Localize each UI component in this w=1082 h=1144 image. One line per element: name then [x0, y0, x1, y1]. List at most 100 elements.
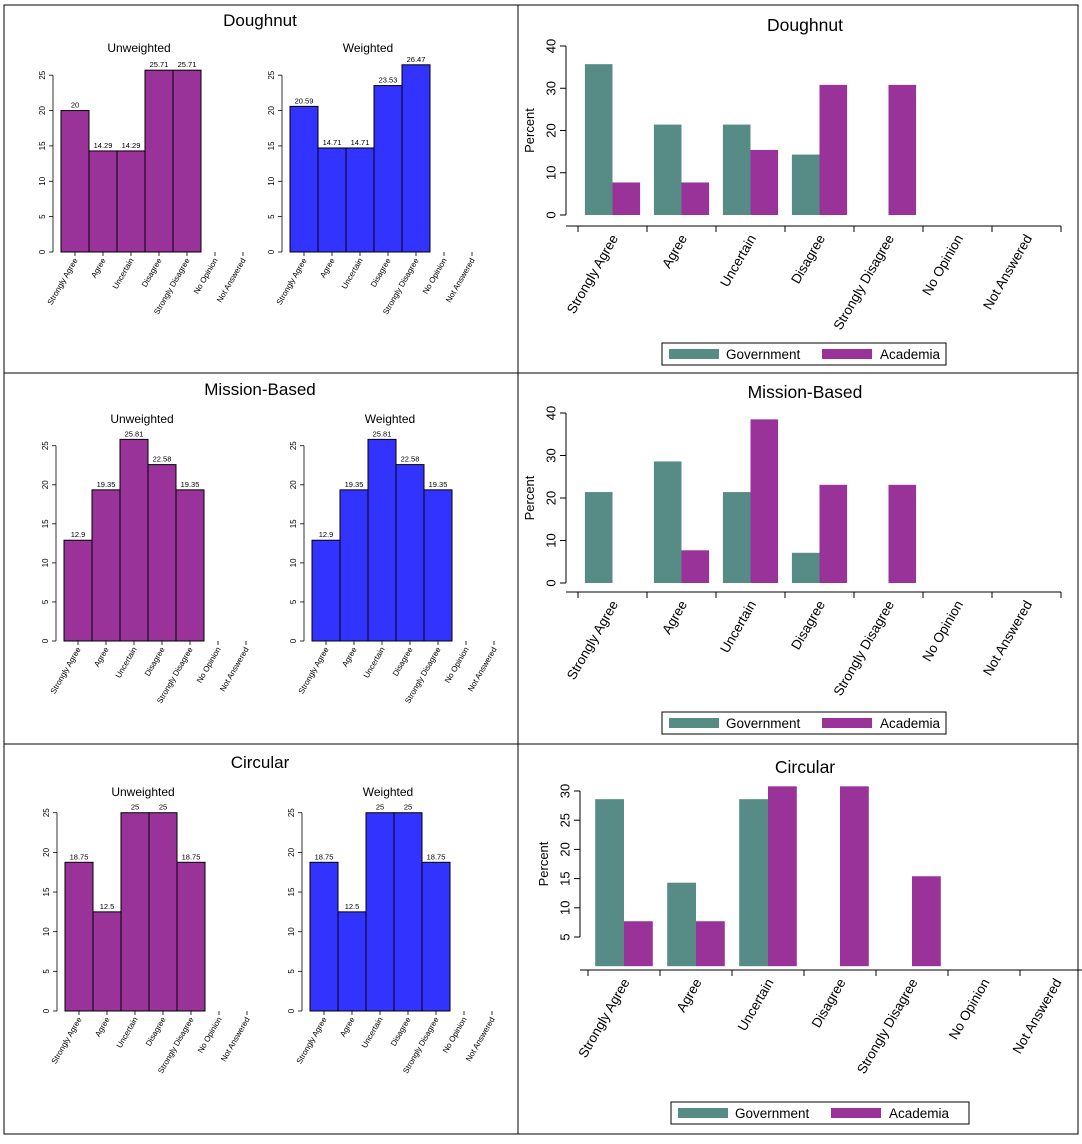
x-tick-label: Disagree — [369, 256, 393, 289]
academia-bar — [840, 786, 869, 967]
y-tick-label: 40 — [543, 406, 558, 420]
histogram-subtitle: Unweighted — [111, 785, 174, 799]
bar-value-label: 12.9 — [71, 530, 86, 539]
histogram-bar — [317, 147, 347, 253]
y-tick-label: 20 — [287, 847, 296, 856]
y-tick-label: 40 — [543, 39, 558, 53]
bar-value-label: 18.75 — [315, 852, 334, 861]
y-tick-label: 25 — [289, 441, 298, 450]
unweighted-histogram: 0 5 10 15 20 25 Strongly Agree Agree Uncertain Di… — [42, 785, 252, 1075]
x-tick-label: Agree — [659, 232, 690, 271]
x-tick-label: Agree — [92, 645, 111, 668]
y-tick-label: 10 — [41, 558, 50, 567]
y-tick-label: 5 — [287, 969, 296, 974]
x-tick-label: Strongly Agree — [46, 256, 80, 306]
bar-value-label: 12.5 — [345, 902, 360, 911]
x-tick-label: Strongly Agree — [575, 976, 632, 1060]
histogram-bar — [395, 464, 425, 642]
bar-value-label: 22.58 — [153, 455, 172, 464]
x-tick-label: Uncertain — [362, 646, 387, 680]
y-tick-label: 5 — [41, 599, 50, 604]
x-tick-label: Strongly Agree — [275, 256, 309, 306]
y-tick-label: 0 — [287, 1008, 296, 1013]
y-tick-label: 20 — [543, 491, 558, 505]
x-tick-label: Not Answered — [219, 1016, 252, 1064]
unweighted-histogram: 0 5 10 15 20 25 Strongly Agree Agree Uncertain Di… — [38, 41, 248, 316]
legend-label-government: Government — [735, 1106, 810, 1121]
histogram-bar — [365, 812, 395, 1012]
histogram-bar — [393, 812, 423, 1012]
histogram-bar — [144, 69, 174, 253]
x-tick-label: Not Answered — [444, 257, 477, 305]
x-tick-label: No Opinion — [196, 1016, 224, 1055]
histogram-bar — [401, 64, 431, 253]
x-tick-label: Agree — [659, 598, 690, 637]
bar-value-label: 25.81 — [125, 429, 144, 438]
x-tick-label: Agree — [338, 1015, 357, 1038]
x-tick-label: Uncertain — [111, 257, 136, 291]
grouped-bar-chart: 0 10 20 30 40 Percent Strongly Agree Agree Uncer… — [522, 39, 1062, 366]
y-tick-label: 30 — [557, 784, 572, 798]
x-tick-label: Uncertain — [735, 976, 777, 1034]
bar-value-label: 18.75 — [427, 852, 446, 861]
x-tick-label: Strongly Agree — [564, 598, 621, 682]
bar-value-label: 25 — [404, 803, 412, 812]
government-bar — [653, 124, 682, 215]
histogram-bar — [289, 105, 319, 253]
y-tick-label: 20 — [289, 480, 298, 489]
legend-box — [670, 1101, 970, 1125]
government-bar — [791, 552, 820, 583]
x-tick-label: Uncertain — [717, 232, 759, 290]
x-tick-label: Disagree — [144, 1015, 168, 1048]
bar-value-label: 25.71 — [150, 60, 169, 69]
government-bar — [584, 64, 613, 215]
histogram-bar — [88, 150, 118, 253]
grouped-bar-chart: 5 10 15 20 25 30 Percent Strongly Agree Agree Unc… — [536, 784, 1082, 1125]
bar-value-label: 19.35 — [429, 480, 448, 489]
histogram-bar — [367, 438, 397, 642]
histogram-bar — [92, 911, 122, 1012]
y-tick-label: 10 — [557, 901, 572, 915]
y-axis-label: Percent — [536, 841, 551, 886]
unweighted-histogram: 0 5 10 15 20 25 Strongly Agree Agree Uncertain Di… — [41, 412, 251, 705]
bar-value-label: 19.35 — [345, 480, 364, 489]
x-tick-label: Agree — [340, 645, 359, 668]
x-tick-label: Not Answered — [218, 646, 251, 694]
y-tick-label: 15 — [41, 519, 50, 528]
histogram-subtitle: Weighted — [365, 412, 415, 426]
y-tick-label: 10 — [543, 533, 558, 547]
y-tick-label: 15 — [287, 887, 296, 896]
chart-title-left: Circular — [231, 753, 290, 772]
weighted-histogram: 0 5 10 15 20 25 Strongly Agree Agree Uncertain Di… — [289, 412, 499, 705]
y-tick-label: 30 — [543, 448, 558, 462]
bar-value-label: 12.5 — [100, 902, 115, 911]
histogram-bar — [120, 812, 150, 1012]
legend-label-government: Government — [726, 716, 801, 731]
x-tick-label: Uncertain — [340, 257, 365, 291]
government-bar — [722, 124, 751, 215]
bar-value-label: 25 — [376, 803, 384, 812]
x-tick-label: Not Answered — [980, 232, 1035, 312]
legend-label-government: Government — [726, 347, 801, 362]
y-tick-label: 0 — [543, 579, 558, 586]
histogram-subtitle: Unweighted — [110, 412, 173, 426]
y-tick-label: 10 — [287, 927, 296, 936]
x-tick-label: Disagree — [140, 256, 164, 289]
y-tick-label: 0 — [38, 249, 47, 254]
legend-swatch-academia — [831, 1108, 881, 1118]
academia-bar — [624, 921, 653, 967]
y-tick-label: 0 — [42, 1008, 51, 1013]
histogram-subtitle: Weighted — [343, 41, 393, 55]
academia-bar — [888, 84, 917, 216]
x-tick-label: No Opinion — [919, 232, 966, 298]
x-tick-label: Not Answered — [1010, 976, 1065, 1056]
government-bar — [722, 492, 751, 583]
grouped-bar-chart: 0 10 20 30 40 Percent Strongly Agree Agree Uncer… — [522, 406, 1062, 735]
bar-value-label: 22.58 — [401, 455, 420, 464]
academia-bar — [888, 484, 917, 583]
legend-swatch-academia — [822, 349, 872, 359]
y-tick-label: 15 — [289, 519, 298, 528]
x-tick-label: Agree — [674, 976, 705, 1015]
histogram-bar — [172, 69, 202, 253]
